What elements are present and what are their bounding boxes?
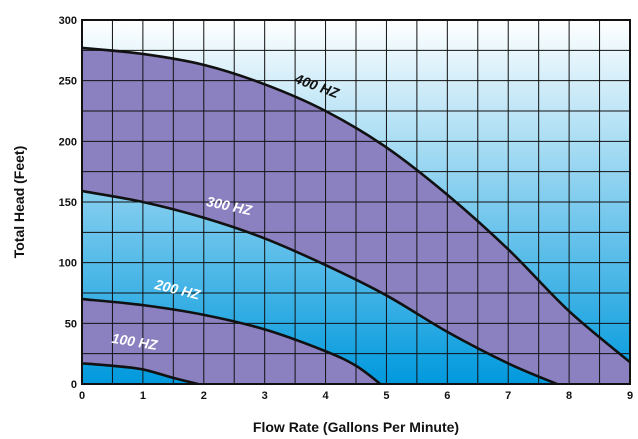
curve-100-hz (82, 362, 199, 384)
x-tick-label: 3 (262, 390, 268, 402)
x-tick-label: 6 (444, 390, 450, 402)
x-tick-label: 1 (140, 390, 146, 402)
y-tick-label: 0 (71, 379, 77, 391)
curve-200-hz (82, 297, 382, 384)
curve-400-hz (82, 46, 630, 364)
x-tick-label: 4 (322, 390, 329, 402)
y-tick-label: 100 (59, 258, 77, 270)
curve-300-hz (82, 189, 559, 384)
y-axis-title: Total Head (Feet) (11, 146, 27, 259)
grid-lines (82, 20, 630, 384)
x-tick-label: 7 (505, 390, 511, 402)
x-tick-label: 5 (383, 390, 389, 402)
plot-frame (81, 19, 631, 385)
y-tick-label: 50 (65, 318, 77, 330)
x-tick-label: 0 (79, 390, 85, 402)
x-axis-tick-labels: 0 1 2 3 4 5 6 7 8 9 (79, 390, 633, 402)
curve-lines (82, 46, 630, 384)
x-tick-label: 2 (201, 390, 207, 402)
curve-label-100-hz: 100 HZ (111, 330, 159, 353)
x-tick-label: 9 (627, 390, 633, 402)
y-axis-tick-labels: 0 50 100 150 200 250 300 (59, 15, 77, 391)
x-axis-title: Flow Rate (Gallons Per Minute) (253, 419, 459, 435)
shaded-band (82, 299, 381, 384)
x-tick-label: 8 (566, 390, 572, 402)
y-tick-label: 200 (59, 136, 77, 148)
y-tick-label: 250 (59, 76, 77, 88)
y-tick-label: 300 (59, 15, 77, 27)
y-tick-label: 150 (59, 197, 77, 209)
